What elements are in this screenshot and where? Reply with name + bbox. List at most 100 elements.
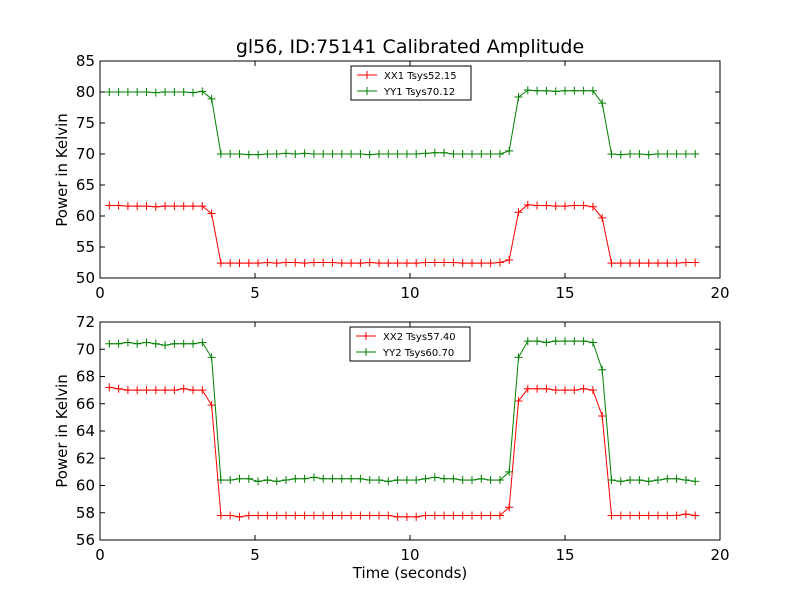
- data-point: [607, 259, 616, 268]
- data-point: [514, 353, 523, 362]
- y-tick-label: 65: [76, 176, 95, 194]
- legend-swatch-marker: [363, 87, 371, 95]
- data-point: [440, 148, 449, 157]
- data-point: [254, 259, 263, 268]
- data-point: [328, 511, 337, 520]
- x-tick-label: 15: [555, 546, 574, 564]
- data-point: [198, 338, 207, 347]
- data-point: [626, 476, 635, 485]
- data-point: [654, 511, 662, 520]
- data-point: [272, 511, 281, 520]
- y-tick-label: 72: [76, 313, 95, 331]
- data-point: [189, 88, 197, 97]
- legend-box: [350, 65, 472, 101]
- legend-label: YY2 Tsys60.70: [382, 348, 454, 359]
- data-point: [347, 511, 356, 520]
- data-point: [161, 386, 170, 395]
- data-point: [588, 202, 597, 211]
- data-point: [402, 150, 411, 158]
- data-point: [579, 201, 588, 210]
- data-point: [579, 337, 588, 346]
- data-point: [337, 259, 346, 268]
- data-point: [514, 397, 523, 406]
- data-point: [207, 94, 216, 103]
- data-point: [644, 477, 653, 486]
- data-point: [458, 259, 467, 268]
- data-point: [551, 202, 560, 211]
- data-point: [216, 476, 225, 485]
- data-point: [570, 201, 579, 210]
- data-point: [393, 150, 402, 158]
- data-point: [235, 259, 244, 268]
- data-point: [421, 258, 430, 267]
- data-point: [151, 386, 160, 395]
- data-point: [514, 208, 523, 217]
- data-point: [356, 150, 365, 158]
- data-point: [393, 476, 402, 485]
- y-tick-label: 60: [76, 207, 95, 225]
- data-point: [402, 512, 411, 521]
- data-point: [412, 512, 421, 521]
- legend-swatch-marker: [363, 71, 371, 79]
- data-point: [198, 202, 207, 211]
- data-point: [254, 477, 263, 486]
- data-point: [440, 511, 449, 520]
- data-point: [161, 202, 170, 211]
- data-point: [105, 201, 114, 210]
- data-point: [161, 341, 170, 350]
- top-ylabel: Power in Kelvin: [53, 113, 71, 227]
- data-point: [542, 86, 551, 95]
- data-point: [449, 511, 458, 520]
- data-point: [123, 386, 132, 395]
- data-point: [114, 384, 123, 393]
- data-point: [672, 150, 681, 158]
- data-point: [189, 339, 197, 348]
- data-point: [300, 259, 309, 268]
- data-point: [365, 476, 374, 485]
- data-point: [207, 401, 216, 410]
- data-point: [300, 474, 309, 483]
- data-point: [663, 474, 672, 483]
- data-point: [458, 476, 467, 485]
- data-point: [272, 259, 281, 268]
- data-point: [300, 149, 309, 158]
- data-point: [179, 88, 188, 96]
- data-point: [551, 386, 560, 395]
- legend-swatch-marker: [362, 348, 370, 356]
- data-point: [114, 201, 123, 210]
- x-tick-label: 0: [95, 546, 105, 564]
- data-point: [551, 337, 560, 346]
- data-point: [421, 511, 430, 520]
- data-point: [263, 476, 272, 485]
- data-point: [384, 259, 393, 268]
- data-point: [616, 259, 625, 268]
- data-point: [309, 258, 318, 267]
- data-point: [607, 511, 616, 520]
- data-point: [533, 86, 542, 95]
- data-point: [263, 258, 272, 267]
- data-point: [393, 512, 402, 521]
- data-point: [477, 474, 486, 483]
- y-tick-label: 80: [76, 83, 95, 101]
- data-point: [588, 338, 597, 347]
- data-point: [161, 88, 170, 96]
- data-point: [533, 337, 542, 346]
- data-point: [235, 512, 244, 521]
- data-point: [319, 474, 328, 483]
- data-point: [486, 476, 495, 485]
- y-tick-label: 68: [76, 368, 95, 386]
- data-point: [542, 201, 551, 210]
- data-point: [691, 511, 700, 520]
- data-point: [254, 511, 263, 520]
- data-point: [226, 259, 235, 268]
- data-point: [282, 258, 290, 267]
- data-point: [654, 259, 662, 268]
- data-point: [282, 511, 290, 520]
- data-point: [356, 474, 365, 483]
- data-point: [244, 474, 253, 483]
- data-point: [123, 338, 132, 347]
- data-point: [309, 150, 318, 158]
- data-point: [291, 511, 300, 520]
- data-point: [523, 200, 532, 209]
- data-point: [626, 150, 635, 158]
